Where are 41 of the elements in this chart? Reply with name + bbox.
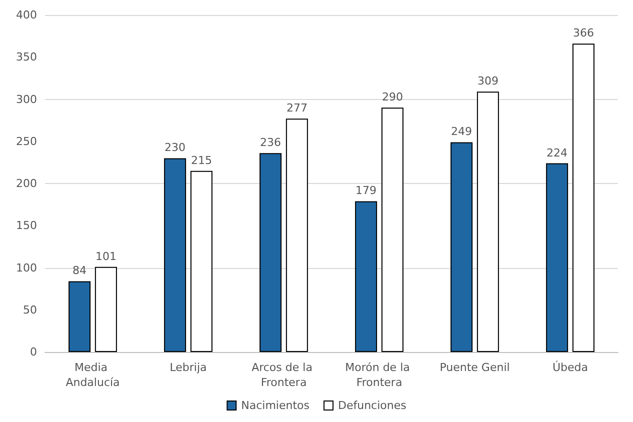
data-label: 224	[546, 146, 568, 160]
legend-label: Defunciones	[338, 399, 407, 412]
legend-label: Nacimientos	[241, 399, 310, 412]
data-label: 101	[95, 250, 116, 263]
data-label: 249	[451, 125, 472, 138]
bar	[450, 142, 473, 352]
x-tick-label: Puente Genil	[440, 361, 510, 374]
data-label: 179	[356, 184, 377, 198]
y-tick-label: 150	[16, 219, 37, 232]
x-tick-label: Media Andalucía	[66, 361, 120, 389]
bar	[381, 108, 404, 352]
y-tick-label: 200	[16, 177, 37, 190]
y-tick-label: 0	[30, 346, 37, 358]
y-tick-label: 50	[23, 303, 37, 316]
data-label: 290	[382, 90, 403, 104]
data-label: 236	[260, 136, 282, 150]
data-label: 84	[72, 264, 87, 278]
y-tick-label: 400	[16, 8, 37, 22]
data-label: 277	[286, 102, 308, 115]
bar	[286, 118, 308, 352]
bar	[476, 92, 499, 352]
data-label: 215	[190, 154, 212, 167]
bar	[546, 163, 568, 352]
bar	[68, 281, 91, 352]
bar	[572, 44, 594, 352]
data-label: 366	[572, 26, 594, 40]
y-tick-label: 250	[16, 134, 37, 148]
x-tick-label: Arcos de la Frontera	[252, 361, 316, 389]
bar	[94, 266, 117, 352]
data-label: 230	[164, 141, 186, 154]
bar	[260, 153, 282, 352]
x-tick-label: Morón de la Frontera	[345, 361, 414, 389]
data-label: 309	[477, 74, 498, 88]
y-tick-label: 100	[16, 261, 37, 274]
bar	[164, 158, 186, 352]
x-tick-label: Úbeda	[552, 360, 588, 374]
y-tick-label: 350	[16, 50, 37, 64]
y-tick-label: 300	[16, 92, 37, 106]
x-tick-label: Lebrija	[170, 361, 207, 374]
bar	[355, 201, 378, 352]
bar	[190, 170, 212, 352]
